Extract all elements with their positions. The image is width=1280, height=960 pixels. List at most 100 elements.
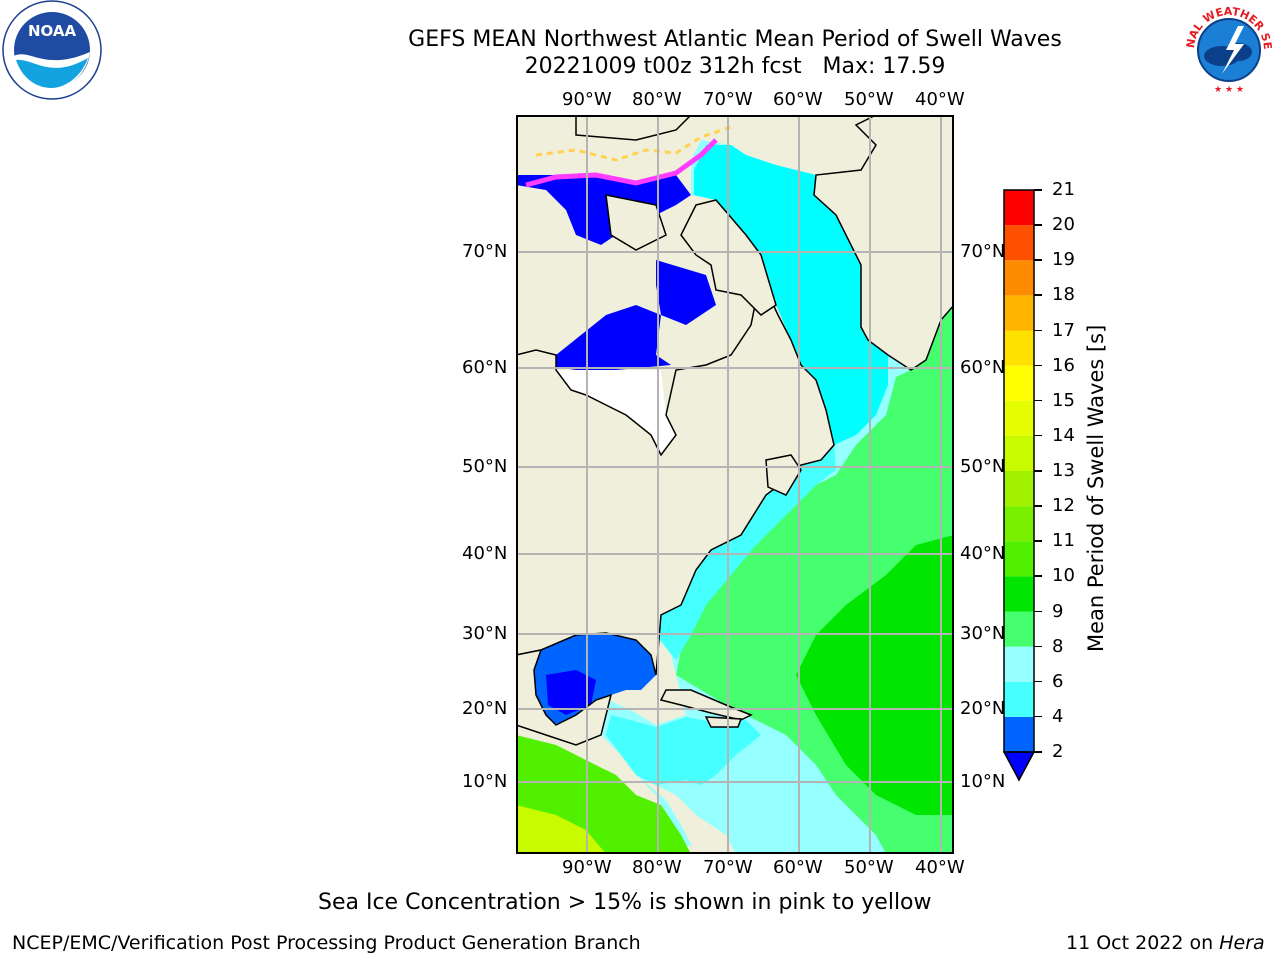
- colorbar-tick-mark: [1034, 189, 1042, 191]
- colorbar-segment: [1004, 365, 1034, 401]
- colorbar-tick-label: 21: [1052, 179, 1075, 200]
- colorbar-tick-label: 16: [1052, 354, 1075, 376]
- colorbar-tick-mark: [1034, 399, 1042, 402]
- hispaniola: [704, 716, 743, 728]
- north-america-east: [515, 283, 835, 676]
- colorbar-tick-label: 10: [1052, 565, 1075, 587]
- colorbar-tick-label: 11: [1052, 530, 1075, 552]
- ocean-cyan-north: [694, 145, 888, 445]
- colorbar-under-triangle: [1002, 751, 1036, 782]
- lon-label-top-2: 70°W: [703, 89, 753, 110]
- map-frame: [516, 115, 954, 854]
- south-american-yellow: [516, 805, 606, 854]
- lat-label-right-2: 50°N: [960, 456, 1006, 477]
- lat-label-right-3: 40°N: [960, 543, 1006, 564]
- colorbar-tick-mark: [1034, 259, 1042, 261]
- arctic-islands: [575, 114, 693, 141]
- colorbar-segment: [1004, 400, 1034, 436]
- lon-label-top-5: 40°W: [915, 89, 965, 110]
- lat-label-right-0: 70°N: [960, 241, 1006, 262]
- newfoundland: [765, 454, 802, 496]
- venezuela-land: [576, 755, 736, 854]
- ocean-deep-green: [796, 535, 954, 815]
- colorbar-tick-mark: [1034, 610, 1042, 612]
- hudson-bay: [556, 305, 671, 370]
- colorbar-segment: [1004, 190, 1034, 226]
- lon-label-bottom-2: 70°W: [703, 857, 753, 878]
- lat-label-left-2: 50°N: [462, 456, 508, 477]
- lat-label-left-3: 40°N: [462, 543, 508, 564]
- colorbar-segment: [1004, 295, 1034, 331]
- colorbar-tick-mark: [1034, 434, 1042, 437]
- colorbar-tick-mark: [1034, 645, 1042, 648]
- lon-label-top-3: 60°W: [773, 89, 823, 110]
- colorbar-tick-mark: [1034, 470, 1042, 472]
- noaa-logo-text: NOAA: [28, 22, 77, 40]
- colorbar-tick-label: 15: [1052, 389, 1075, 411]
- foxe-basin: [656, 260, 716, 325]
- credit-host: Hera: [1219, 932, 1265, 954]
- colorbar-tick-mark: [1034, 364, 1042, 367]
- lat-label-left-1: 60°N: [462, 357, 508, 378]
- arctic-island-2: [605, 194, 667, 251]
- colorbar-tick-mark: [1034, 224, 1042, 226]
- colorbar-segment: [1004, 435, 1034, 471]
- lon-label-bottom-4: 50°W: [844, 857, 894, 878]
- map-svg: [515, 114, 955, 854]
- lon-label-bottom-0: 90°W: [562, 857, 612, 878]
- arctic-channels: [516, 175, 691, 245]
- chart-title: GEFS MEAN Northwest Atlantic Mean Period…: [408, 27, 1062, 52]
- gridlines: [516, 115, 954, 854]
- map-panel: [515, 114, 955, 854]
- colorbar-tick-label: 14: [1052, 424, 1075, 446]
- lon-label-bottom-1: 80°W: [632, 857, 682, 878]
- lat-label-left-4: 30°N: [462, 623, 508, 644]
- lon-label-top-4: 50°W: [844, 89, 894, 110]
- colorbar-tick-label: 4: [1052, 705, 1064, 727]
- lat-label-right-6: 10°N: [960, 771, 1006, 792]
- credit-date-host: 11 Oct 2022 on Hera: [1066, 932, 1265, 954]
- colorbar-segment: [1004, 506, 1034, 542]
- colorbar-segment: [1004, 330, 1034, 366]
- svg-text:★ ★ ★: ★ ★ ★: [1214, 85, 1244, 95]
- lat-label-right-1: 60°N: [960, 357, 1006, 378]
- colorbar-tick-mark: [1034, 505, 1042, 507]
- gulf-dark-patch: [546, 670, 596, 715]
- sea-ice-yellow: [535, 125, 732, 162]
- credit-date: 11 Oct 2022 on: [1066, 932, 1220, 954]
- lat-label-left-6: 10°N: [462, 771, 508, 792]
- colorbar-tick-label: 12: [1052, 495, 1075, 517]
- coastlines: [515, 114, 955, 746]
- colorbar-tick-label: 6: [1052, 670, 1064, 692]
- colorbar-tick-label: 20: [1052, 214, 1075, 236]
- lat-label-right-4: 30°N: [960, 623, 1006, 644]
- credit-organization: NCEP/EMC/Verification Post Processing Pr…: [12, 932, 641, 954]
- lon-label-bottom-5: 40°W: [915, 857, 965, 878]
- ocean-cyan-coastal: [656, 445, 836, 660]
- colorbar-tick-label: 8: [1052, 635, 1064, 657]
- colorbar-segment: [1004, 541, 1034, 577]
- colorbar-tick-label: 9: [1052, 600, 1064, 622]
- colorbar-svg: [1002, 189, 1036, 782]
- nws-logo: NATIONAL WEATHER SERVICE ★ ★ ★: [1173, 0, 1280, 100]
- colorbar-tick-mark: [1034, 540, 1042, 542]
- colorbar-segment: [1004, 646, 1034, 682]
- sea-ice-footnote: Sea Ice Concentration > 15% is shown in …: [318, 890, 932, 915]
- colorbar-segment: [1004, 225, 1034, 261]
- lon-label-top-0: 90°W: [562, 89, 612, 110]
- colorbar-tick-label: 18: [1052, 284, 1075, 306]
- colorbar-label: Mean Period of Swell Waves [s]: [1084, 324, 1108, 652]
- chart-subtitle: 20221009 t00z 312h fcst Max: 17.59: [524, 54, 946, 79]
- colorbar-segment: [1004, 611, 1034, 647]
- lat-label-right-5: 20°N: [960, 698, 1006, 719]
- colorbar-tick-mark: [1034, 715, 1042, 718]
- colorbar-tick-label: 13: [1052, 460, 1075, 481]
- colorbar-tick-mark: [1034, 329, 1042, 331]
- colorbar-tick-mark: [1034, 294, 1042, 296]
- colorbar-tick-label: 2: [1052, 741, 1064, 762]
- noaa-logo: NOAA: [0, 0, 104, 100]
- lon-label-bottom-3: 60°W: [773, 857, 823, 878]
- colorbar: [1000, 186, 1040, 786]
- colorbar-tick-mark: [1034, 680, 1042, 683]
- caribbean-sea: [606, 715, 761, 785]
